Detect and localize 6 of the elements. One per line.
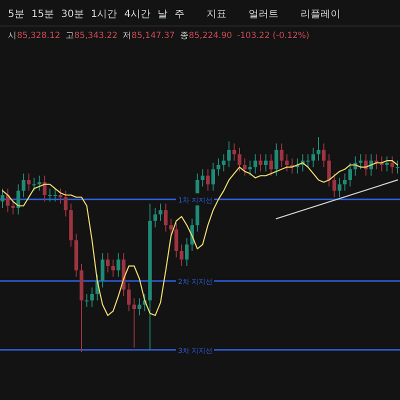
text: 고85,343.22 <box>65 31 118 41</box>
text: 종85,224.90 <box>180 31 232 41</box>
text: -103.22 (-0.12%) <box>237 31 310 41</box>
text: 저85,147.37 <box>122 31 175 41</box>
text: 시85,328.12 <box>8 31 60 41</box>
toolbar: 5분 15분 30분 1시간 4시간 날 주 지표 얼러트 리플레이 <box>8 9 341 20</box>
